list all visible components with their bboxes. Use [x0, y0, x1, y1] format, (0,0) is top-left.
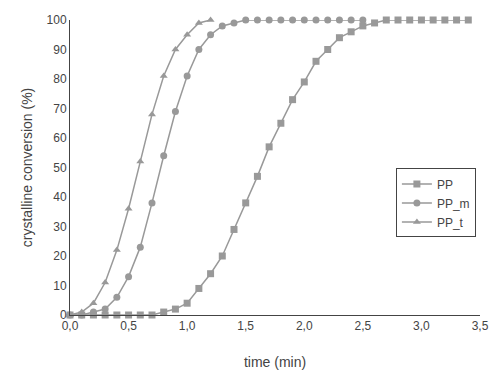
svg-text:100: 100 — [47, 13, 67, 27]
svg-text:0: 0 — [60, 308, 67, 322]
svg-text:2,5: 2,5 — [355, 319, 372, 333]
svg-text:90: 90 — [53, 43, 67, 57]
svg-text:crystalline conversion (%): crystalline conversion (%) — [19, 88, 35, 248]
svg-text:1,5: 1,5 — [237, 319, 254, 333]
svg-text:80: 80 — [53, 72, 67, 86]
svg-text:60: 60 — [53, 131, 67, 145]
svg-text:2,0: 2,0 — [296, 319, 313, 333]
svg-text:0,0: 0,0 — [62, 319, 79, 333]
svg-text:30: 30 — [53, 220, 67, 234]
svg-text:3,0: 3,0 — [413, 319, 430, 333]
svg-text:PP_t: PP_t — [437, 216, 464, 230]
svg-text:20: 20 — [53, 249, 67, 263]
svg-text:70: 70 — [53, 102, 67, 116]
svg-text:0,5: 0,5 — [120, 319, 137, 333]
svg-text:time (min): time (min) — [244, 354, 306, 370]
svg-text:50: 50 — [53, 161, 67, 175]
svg-text:40: 40 — [53, 190, 67, 204]
svg-text:3,5: 3,5 — [472, 319, 489, 333]
svg-text:PP_m: PP_m — [437, 197, 470, 211]
svg-text:PP: PP — [437, 178, 453, 192]
svg-text:10: 10 — [53, 279, 67, 293]
svg-text:1,0: 1,0 — [179, 319, 196, 333]
